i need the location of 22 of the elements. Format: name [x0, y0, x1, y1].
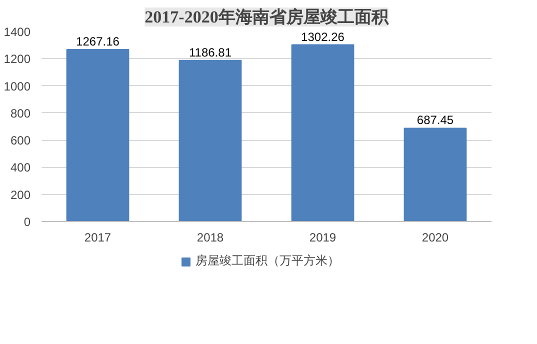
data-label: 1302.26 — [301, 30, 345, 44]
y-tick-label: 1200 — [4, 52, 31, 66]
x-tick-label: 2017 — [84, 230, 112, 244]
x-tick-label: 2020 — [422, 230, 449, 244]
legend-label: 房屋竣工面积（万平方米） — [196, 252, 340, 270]
x-tick-label: 2019 — [309, 230, 336, 244]
data-label: 1186.81 — [189, 45, 232, 60]
bar — [291, 44, 354, 222]
bar — [66, 49, 130, 222]
y-tick-label: 200 — [10, 188, 31, 202]
y-tick-label: 1000 — [4, 79, 31, 94]
y-tick-label: 0 — [24, 215, 31, 229]
y-tick-label: 600 — [10, 134, 31, 148]
y-tick-label: 800 — [10, 106, 31, 120]
y-tick-label: 1400 — [4, 25, 31, 39]
chart-title: 2017-2020年海南省房屋竣工面积 — [144, 8, 390, 26]
data-label: 1267.16 — [76, 34, 120, 49]
x-tick-label: 2018 — [196, 230, 224, 244]
data-label: 687.45 — [416, 113, 454, 128]
bar — [404, 128, 467, 222]
bar — [178, 60, 242, 222]
y-tick-label: 400 — [10, 160, 31, 175]
